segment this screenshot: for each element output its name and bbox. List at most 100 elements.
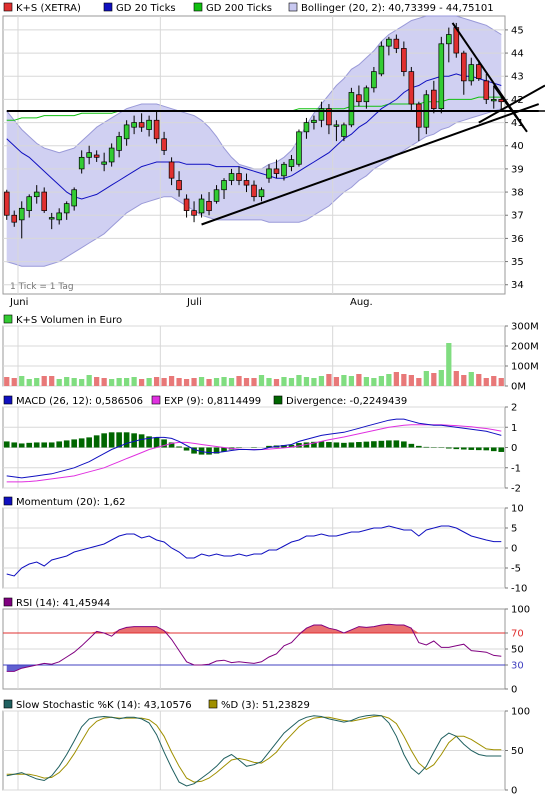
divergence-bar	[423, 446, 430, 448]
x-label-juni: Juni	[9, 297, 28, 308]
divergence-bar	[453, 447, 460, 450]
divergence-bar	[18, 443, 25, 448]
divergence-bar	[78, 438, 85, 448]
price-panel: 343536373839404142434445JuniJuliAug.1 Ti…	[0, 0, 545, 308]
momentum-legend-label: Momentum (20): 1,62	[16, 497, 126, 508]
stoch-axis-tick-label: 0	[511, 786, 517, 797]
volume-bar	[476, 374, 482, 386]
divergence-bar	[266, 445, 272, 448]
divergence-bar	[326, 442, 332, 448]
volume-bar	[318, 376, 325, 386]
candle-body	[86, 152, 92, 158]
volume-bar	[491, 376, 497, 386]
volume-bar	[56, 379, 62, 386]
price-axis-tick-label: 44	[511, 49, 524, 60]
macd-legend-label: EXP (9): 0,8114499	[164, 396, 261, 407]
candle-body	[326, 108, 332, 126]
divergence-bar	[348, 442, 355, 448]
stoch-d-line	[6, 715, 502, 783]
legend-label: GD 20 Ticks	[116, 3, 176, 14]
candle-body	[490, 99, 497, 102]
volume-bar	[153, 377, 160, 386]
rsi-axis-tick-label: 30	[511, 661, 524, 672]
momentum-panel: Momentum (20): 1,62 -10 -5 0 5 10	[2, 496, 527, 595]
divergence-bar	[311, 441, 317, 448]
volume-panel: K+S Volumen in Euro 0M 100M 200M 300M	[2, 314, 539, 393]
macd-legend-label: MACD (26, 12): 0,586506	[16, 396, 143, 407]
macd-axis-tick-label: -2	[511, 484, 521, 495]
legend-bg	[0, 0, 545, 14]
divergence-bar	[333, 442, 340, 448]
candle-body	[101, 161, 107, 165]
candle-body	[318, 108, 325, 121]
volume-bar	[303, 377, 310, 386]
volume-axis-tick-label: 0M	[511, 382, 526, 393]
volume-bar	[453, 371, 459, 386]
candle-body	[131, 122, 137, 128]
candle-body	[296, 131, 302, 165]
price-axis-tick-label: 34	[511, 280, 524, 291]
candle-body	[483, 80, 490, 100]
divergence-bar	[206, 447, 212, 455]
volume-bar	[348, 376, 355, 386]
volume-bar	[296, 375, 302, 386]
divergence-bar	[63, 440, 70, 448]
macd-axis-tick-label: 1	[511, 423, 517, 434]
divergence-bar	[3, 441, 10, 448]
volume-bar	[288, 378, 295, 386]
divergence-bar	[371, 441, 377, 448]
rsi-line	[6, 623, 502, 672]
legend-swatch	[193, 2, 203, 12]
divergence-bar	[41, 442, 48, 448]
divergence-bar	[108, 432, 115, 448]
macd-legend-swatch	[151, 395, 161, 405]
volume-bar	[431, 373, 437, 386]
volume-bar	[34, 378, 40, 386]
candle-body	[341, 124, 347, 137]
divergence-bar	[191, 447, 197, 454]
candle-body	[63, 203, 70, 214]
stoch-legend-swatch	[3, 699, 13, 709]
volume-bar	[183, 379, 190, 386]
price-axis-tick-label: 39	[511, 164, 524, 175]
volume-bar	[371, 378, 377, 386]
divergence-bar	[93, 435, 100, 448]
volume-bar	[326, 374, 332, 386]
momentum-axis-tick-label: 0	[511, 544, 517, 555]
candle-body	[431, 89, 437, 110]
candle-body	[408, 71, 415, 105]
candle-body	[401, 48, 407, 72]
momentum-line	[6, 525, 502, 577]
volume-bar	[461, 375, 467, 386]
stoch-legend-swatch	[208, 699, 218, 709]
volume-bar	[266, 378, 272, 386]
trendline	[201, 103, 540, 226]
rsi-panel: RSI (14): 41,45944 0 30 50 70 100	[2, 597, 530, 696]
divergence-bar	[153, 437, 160, 448]
stoch-legend-label: %D (3): 51,23829	[221, 700, 310, 711]
legend-label: K+S (XETRA)	[16, 3, 81, 14]
volume-bar	[86, 375, 92, 386]
candle-body	[161, 138, 167, 151]
candle-body	[251, 184, 257, 198]
candle-body	[183, 198, 190, 211]
volume-bar	[213, 378, 220, 386]
candle-body	[228, 173, 235, 181]
volume-bar	[423, 371, 429, 386]
volume-bar	[221, 377, 227, 386]
candle-body	[78, 156, 85, 170]
volume-bar	[101, 378, 107, 386]
candle-body	[236, 173, 242, 181]
candle-body	[18, 207, 25, 221]
momentum-axis-tick-label: 10	[511, 504, 524, 515]
divergence-bar	[356, 442, 362, 448]
candle-body	[378, 45, 385, 75]
volume-legend-label: K+S Volumen in Euro	[16, 315, 122, 326]
volume-bar	[251, 378, 257, 386]
legend-swatch	[288, 2, 298, 12]
price-axis-tick-label: 36	[511, 234, 524, 245]
divergence-bar	[378, 440, 385, 448]
volume-bar	[19, 376, 25, 386]
candle-body	[33, 191, 40, 198]
divergence-bar	[445, 447, 452, 449]
